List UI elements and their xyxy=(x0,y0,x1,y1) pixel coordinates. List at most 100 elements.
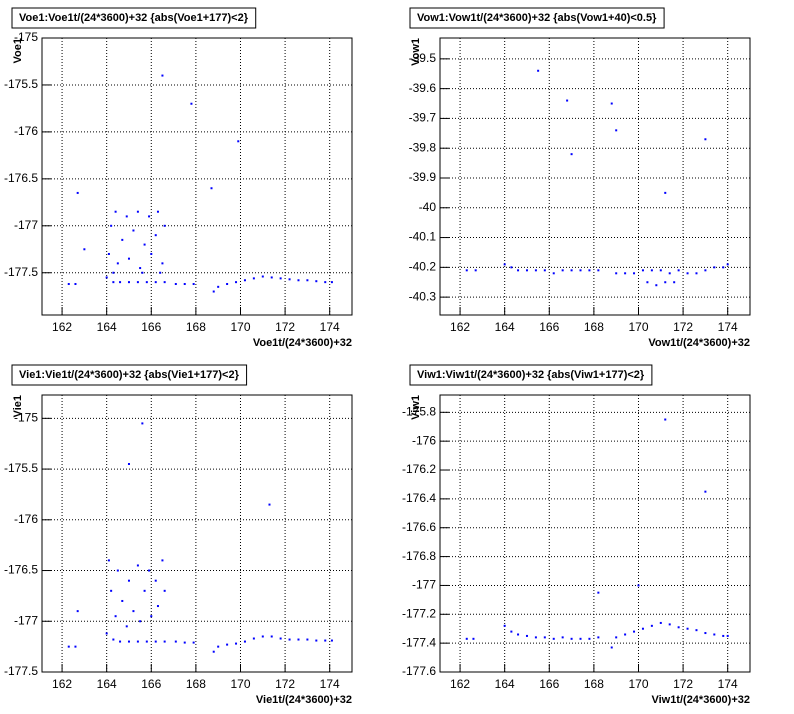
x-tick-label: 174 xyxy=(718,677,738,691)
point xyxy=(615,272,618,275)
point xyxy=(597,591,600,594)
point xyxy=(67,645,70,648)
y-tick-label: -176 xyxy=(412,433,436,447)
point xyxy=(597,636,600,639)
point xyxy=(110,224,113,227)
point xyxy=(597,269,600,272)
plot-frame xyxy=(41,394,353,673)
x-tick-label: 164 xyxy=(495,320,515,334)
point xyxy=(270,276,273,279)
point xyxy=(579,269,582,272)
point xyxy=(677,626,680,629)
point xyxy=(588,637,591,640)
x-tick-label: 172 xyxy=(673,677,693,691)
point xyxy=(132,229,135,232)
point xyxy=(154,281,157,284)
chart-title: Viw1:Viw1t/(24*3600)+32 {abs(Viw1+177)<2… xyxy=(417,369,645,381)
point xyxy=(148,215,151,218)
point xyxy=(324,639,327,642)
point xyxy=(74,283,77,286)
point xyxy=(163,589,166,592)
point xyxy=(217,285,220,288)
point xyxy=(722,266,725,269)
point xyxy=(121,238,124,241)
point xyxy=(237,140,240,143)
point xyxy=(664,191,667,194)
point xyxy=(125,215,128,218)
point xyxy=(235,642,238,645)
point xyxy=(610,102,613,105)
point xyxy=(161,559,164,562)
x-tick-label: 168 xyxy=(186,677,206,691)
point xyxy=(76,610,79,613)
point xyxy=(156,605,159,608)
point xyxy=(615,636,618,639)
point xyxy=(183,283,186,286)
point xyxy=(650,269,653,272)
point xyxy=(127,462,130,465)
point xyxy=(145,640,148,643)
point xyxy=(105,632,108,635)
point xyxy=(143,589,146,592)
point xyxy=(74,645,77,648)
point xyxy=(570,637,573,640)
point xyxy=(704,632,707,635)
x-tick-label: 172 xyxy=(275,320,295,334)
point xyxy=(174,640,177,643)
y-tick-label: -177.6 xyxy=(402,664,436,678)
point xyxy=(183,641,186,644)
x-tick-label: 166 xyxy=(539,677,559,691)
point xyxy=(306,638,309,641)
point xyxy=(315,280,318,283)
point xyxy=(704,490,707,493)
y-axis-label: Vie1 xyxy=(12,395,24,417)
point xyxy=(154,579,157,582)
y-axis-label: Vow1 xyxy=(410,38,422,66)
point xyxy=(127,281,130,284)
y-tick-label: -176.5 xyxy=(4,563,38,577)
point xyxy=(217,645,220,648)
y-tick-label: -175 xyxy=(14,411,38,425)
point xyxy=(641,269,644,272)
y-tick-label: -176.6 xyxy=(402,520,436,534)
point xyxy=(713,633,716,636)
x-tick-label: 162 xyxy=(52,677,72,691)
point xyxy=(136,564,139,567)
point xyxy=(136,281,139,284)
y-tick-label: -177 xyxy=(412,578,436,592)
y-tick-label: -39.8 xyxy=(409,140,437,154)
y-tick-label: -177 xyxy=(14,218,38,232)
point xyxy=(650,624,653,627)
point xyxy=(288,278,291,281)
point xyxy=(570,153,573,156)
point xyxy=(105,276,108,279)
point xyxy=(192,283,195,286)
y-tick-label: -39.9 xyxy=(409,170,437,184)
y-tick-label: -40.2 xyxy=(409,260,437,274)
point xyxy=(110,589,113,592)
point xyxy=(570,269,573,272)
title-box xyxy=(409,7,665,29)
point xyxy=(510,630,513,633)
point xyxy=(235,281,238,284)
x-tick-label: 162 xyxy=(450,320,470,334)
point xyxy=(726,263,729,266)
point xyxy=(136,640,139,643)
y-tick-label: -176.8 xyxy=(402,549,436,563)
point xyxy=(252,637,255,640)
point xyxy=(543,269,546,272)
x-tick-label: 170 xyxy=(230,677,250,691)
x-tick-label: 172 xyxy=(275,677,295,691)
point xyxy=(517,633,520,636)
point xyxy=(624,272,627,275)
title-box xyxy=(409,364,653,386)
point xyxy=(139,620,142,623)
point xyxy=(465,269,468,272)
point xyxy=(579,637,582,640)
point xyxy=(695,272,698,275)
point xyxy=(116,569,119,572)
point xyxy=(143,243,146,246)
x-axis-label: Voe1t/(24*3600)+32 xyxy=(253,337,352,349)
point xyxy=(704,269,707,272)
point xyxy=(127,257,130,260)
